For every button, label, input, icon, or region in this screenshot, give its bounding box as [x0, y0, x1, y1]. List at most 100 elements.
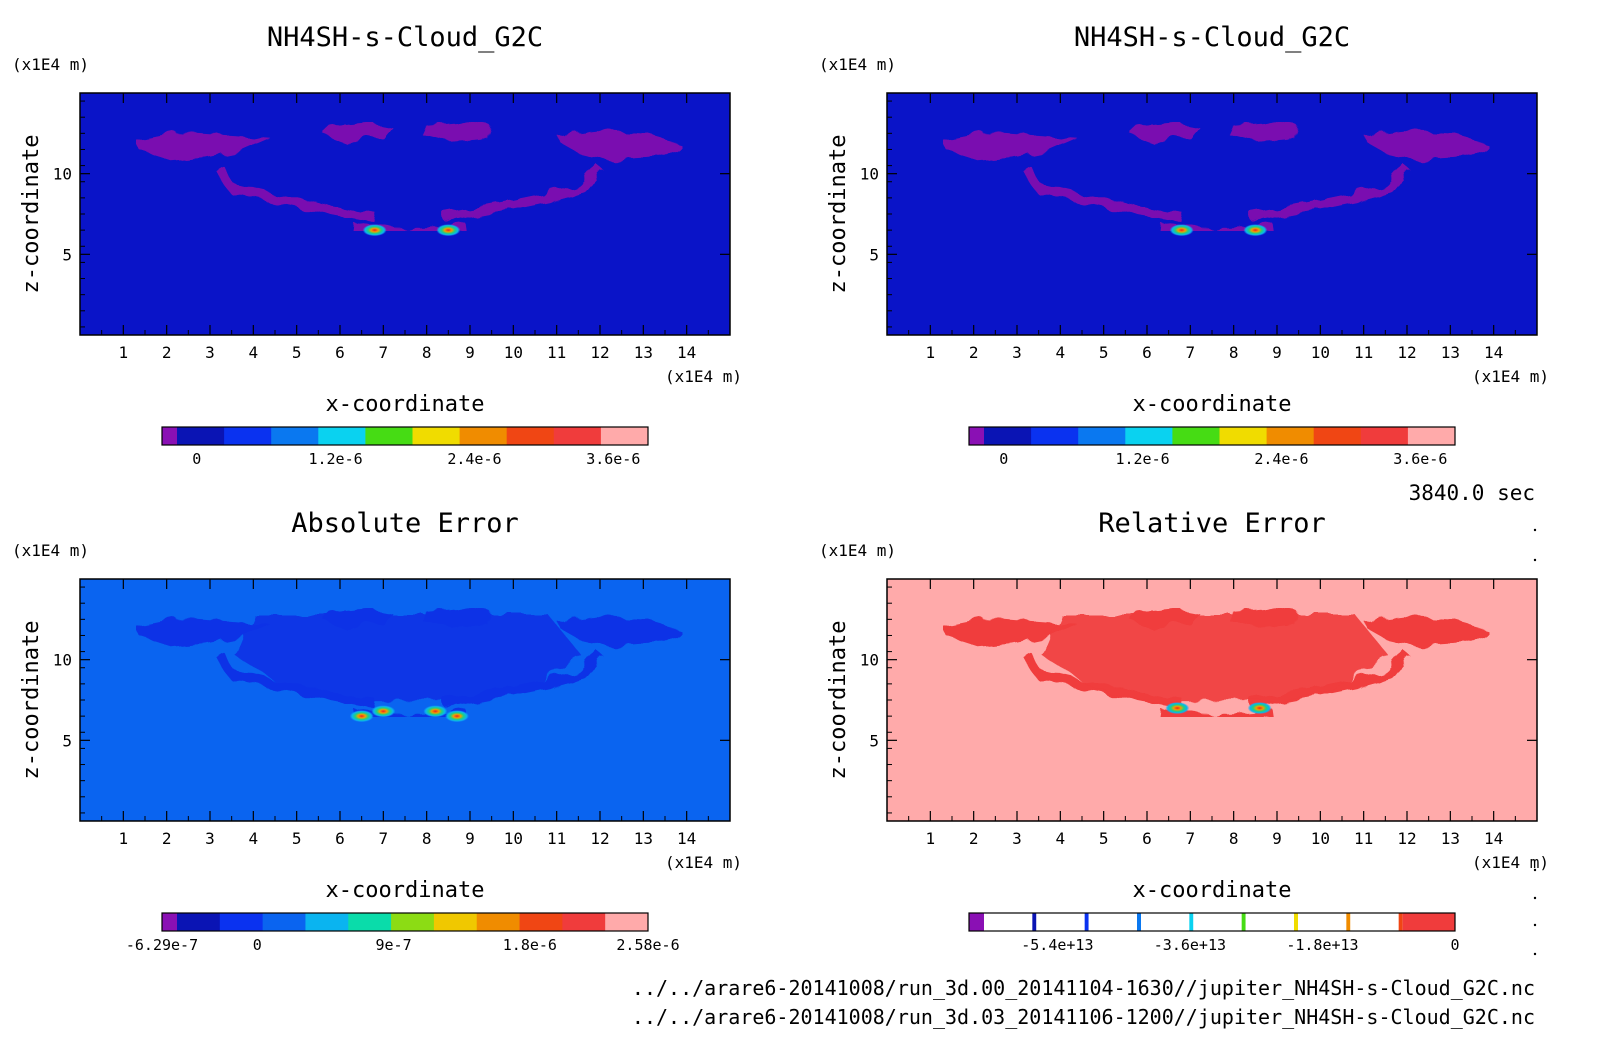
colorbar-tick-label: 1.2e-6	[308, 450, 362, 468]
x-tick-label: 9	[465, 343, 475, 362]
margin-dot	[1533, 528, 1537, 532]
x-tick-label: 2	[969, 829, 979, 848]
colorbar-frame	[161, 426, 649, 446]
colorbar-cell	[219, 913, 264, 931]
x-tick-label: 11	[547, 829, 566, 848]
plot-area	[887, 93, 1537, 335]
x-tick-label: 10	[504, 829, 523, 848]
x-tick-label: 13	[634, 343, 653, 362]
y-tick-label: 10	[860, 165, 879, 184]
x-tick-label: 5	[1099, 343, 1109, 362]
colorbar-cell	[1172, 427, 1220, 445]
colorbar-tick-label: 0	[253, 936, 262, 954]
colorbar-cell	[1245, 913, 1298, 931]
cloud-lobe	[322, 122, 392, 142]
x-tick-label: 8	[422, 343, 432, 362]
y-tick-label: 10	[860, 651, 879, 670]
chart-title: Relative Error	[1098, 508, 1326, 539]
y-tick-label: 10	[53, 165, 72, 184]
cloud-pattern	[943, 608, 1490, 722]
x-tick-label: 14	[677, 343, 696, 362]
cloud-pattern	[136, 608, 683, 723]
x-tick-label: 1	[119, 829, 129, 848]
y-tick-label: 10	[53, 651, 72, 670]
cloud-arm	[1250, 164, 1411, 222]
panel-1: NH4SH-s-Cloud_G2C(x1E4 m)1 2 3 4 5 6 7 8 9 10 11 12…	[12, 22, 742, 468]
colorbar-tick-label: 9e-7	[376, 936, 412, 954]
colorbar-cell	[506, 427, 555, 445]
colorbar-cell	[519, 913, 563, 931]
x-tick-label: 12	[1397, 343, 1416, 362]
colorbar-cell	[1031, 427, 1079, 445]
colorbar-cell	[162, 427, 178, 445]
colorbar-cell	[1088, 913, 1141, 931]
cloud-pattern	[136, 122, 683, 237]
cloud-core	[1043, 614, 1390, 702]
colorbar-cell	[348, 913, 392, 931]
y-tick-label: 5	[869, 245, 879, 264]
colorbar-cell-mark	[1294, 913, 1298, 931]
y-unit-label: (x1E4 m)	[12, 55, 89, 74]
colorbar-cell	[553, 427, 602, 445]
y-axis-label: z-coordinate	[19, 135, 44, 294]
colorbar-cell	[177, 913, 221, 931]
cloud-pattern	[943, 122, 1490, 237]
colorbar-cell-mark	[1241, 913, 1246, 931]
colorbar-cell	[1266, 427, 1315, 445]
colorbar-frame	[968, 426, 1456, 446]
colorbar-cell	[305, 913, 349, 931]
colorbar-cell	[365, 427, 413, 445]
panel-4: Relative Error(x1E4 m)1 2 3 4 5 6 7 8 9 10 11 12 13 1…	[819, 508, 1549, 954]
colorbar-cell-mark	[1032, 913, 1037, 931]
colorbar-cell	[1036, 913, 1089, 931]
x-tick-label: 8	[1229, 829, 1239, 848]
colorbar-cell	[605, 913, 649, 931]
x-tick-label: 10	[504, 343, 523, 362]
cloud-lobe	[136, 617, 271, 647]
x-tick-label: 12	[590, 829, 609, 848]
x-tick-label: 1	[119, 343, 129, 362]
cloud-lobe	[943, 131, 1078, 161]
x-tick-label: 5	[292, 829, 302, 848]
colorbar-cell	[969, 913, 985, 931]
colorbar-cell	[1141, 913, 1194, 931]
cloud-lobe	[1363, 130, 1490, 161]
colorbar-cell	[984, 427, 1032, 445]
hotspot	[1165, 702, 1190, 715]
colorbar-tick-label: 2.4e-6	[447, 450, 501, 468]
x-tick-label: 3	[205, 829, 215, 848]
x-tick-label: 7	[1186, 829, 1196, 848]
time-label: 3840.0 sec	[1409, 481, 1535, 505]
colorbar-cell	[412, 427, 461, 445]
hotspot	[1243, 224, 1268, 237]
colorbar-tick-label: 0	[999, 450, 1008, 468]
x-tick-label: 10	[1311, 343, 1330, 362]
x-tick-label: 4	[249, 829, 259, 848]
margin-dot	[1533, 868, 1537, 872]
x-axis-label: x-coordinate	[326, 878, 485, 903]
x-tick-label: 6	[335, 343, 345, 362]
colorbar-tick-label: 1.2e-6	[1115, 450, 1169, 468]
x-axis-label: x-coordinate	[1133, 392, 1292, 417]
x-tick-label: 3	[205, 343, 215, 362]
chart-title: NH4SH-s-Cloud_G2C	[1074, 22, 1350, 53]
cloud-arm	[1159, 708, 1274, 722]
colorbar-cell	[162, 913, 178, 931]
colorbar-cell	[600, 427, 649, 445]
x-tick-label: 6	[1142, 343, 1152, 362]
colorbar-cell-mark	[1346, 913, 1351, 931]
colorbar-cell	[1219, 427, 1268, 445]
x-axis-label: x-coordinate	[326, 392, 485, 417]
x-tick-label: 4	[1056, 829, 1066, 848]
hotspot	[436, 224, 461, 237]
colorbar-tick-label: 2.58e-6	[616, 936, 679, 954]
hotspot	[371, 705, 396, 718]
colorbar-cell	[562, 913, 606, 931]
x-tick-label: 5	[292, 343, 302, 362]
x-tick-label: 2	[162, 343, 172, 362]
panel-2: NH4SH-s-Cloud_G2C(x1E4 m)1 2 3 4 5 6 7 8 9 10 11 12…	[819, 22, 1549, 468]
colorbar-cell	[224, 427, 272, 445]
x-tick-label: 2	[969, 343, 979, 362]
x-tick-label: 4	[1056, 343, 1066, 362]
y-axis-label: z-coordinate	[19, 621, 44, 780]
